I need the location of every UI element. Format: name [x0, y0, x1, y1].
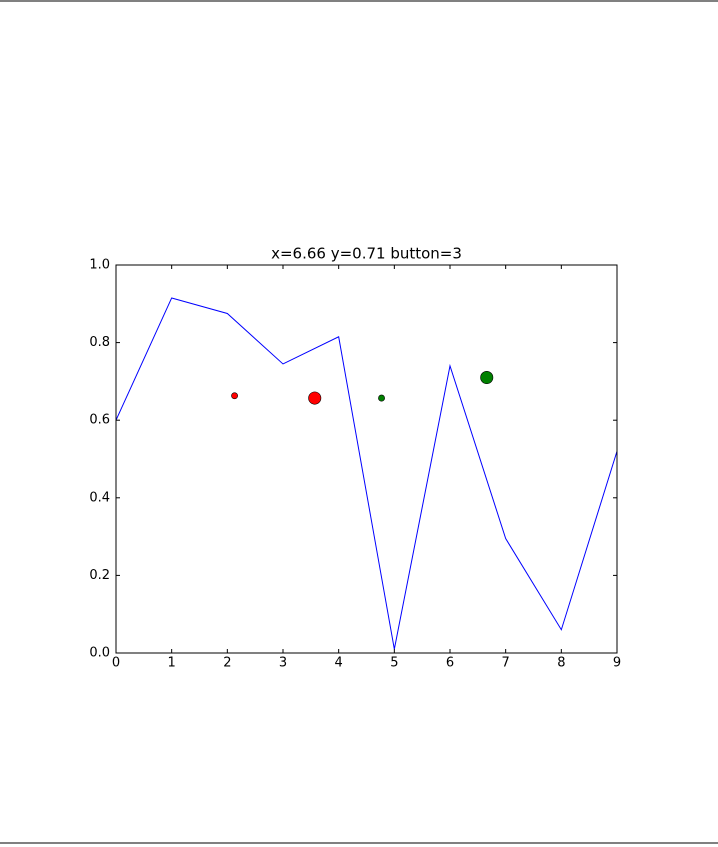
y-tick-label: 0.0: [89, 646, 110, 661]
y-tick-label: 1.0: [89, 258, 110, 273]
y-tick-label: 0.8: [89, 335, 110, 350]
y-tick-label: 0.6: [89, 413, 110, 428]
click-point: [480, 371, 494, 385]
x-tick-label: 0: [112, 656, 120, 671]
click-point: [378, 394, 385, 402]
click-point: [308, 391, 322, 405]
x-tick-label: 6: [446, 656, 454, 671]
click-point: [231, 392, 238, 400]
x-tick-label: 3: [279, 656, 287, 671]
x-tick-label: 8: [557, 656, 565, 671]
x-tick-label: 7: [502, 656, 510, 671]
x-tick-label: 2: [223, 656, 231, 671]
y-tick-label: 0.4: [89, 490, 110, 505]
y-tick-label: 0.2: [89, 568, 110, 583]
data-line: [115, 297, 618, 650]
x-tick-label: 4: [335, 656, 343, 671]
x-tick-label: 9: [613, 656, 621, 671]
x-tick-label: 5: [390, 656, 398, 671]
x-tick-label: 1: [168, 656, 176, 671]
chart-title: x=6.66 y=0.71 button=3: [271, 245, 462, 263]
plot-frame: [115, 264, 618, 654]
